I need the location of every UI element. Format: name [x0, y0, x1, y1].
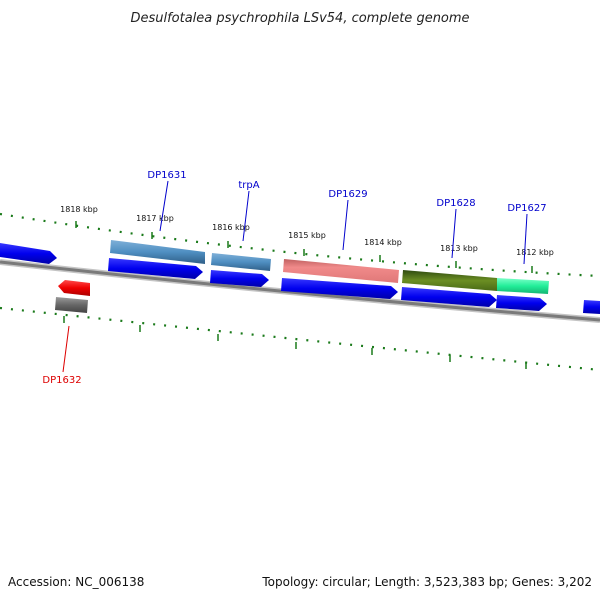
gene-dp1628[interactable] [402, 270, 497, 291]
gene-dp1627[interactable] [497, 278, 549, 294]
ruler-label-1814: 1814 kbp [364, 238, 402, 247]
cds-arrow[interactable] [210, 270, 269, 287]
label-dp1628: DP1628 [436, 198, 475, 209]
ruler-major-ticks [75, 221, 533, 273]
genome-summary-text: Topology: circular; Length: 3,523,383 bp… [261, 575, 592, 589]
cds-arrow[interactable] [108, 258, 203, 279]
label-leader-dp1632 [62, 325, 70, 373]
inner-ruler [0, 306, 600, 372]
gene-trpa[interactable] [211, 253, 271, 271]
genome-backbone [0, 260, 600, 322]
label-trpa: trpA [238, 180, 259, 191]
gene-dp1632-arrow[interactable] [58, 280, 90, 296]
ruler-label-1816: 1816 kbp [212, 223, 250, 232]
label-dp1629: DP1629 [328, 189, 367, 200]
ruler-label-1815: 1815 kbp [288, 231, 326, 240]
gene-dp1629[interactable] [283, 259, 399, 283]
map-title: Desulfotalea psychrophila LSv54, complet… [130, 11, 469, 26]
ruler-label-1813: 1813 kbp [440, 244, 478, 253]
cds-arrow[interactable] [0, 243, 57, 264]
accession-text: Accession: NC_006138 [8, 575, 144, 589]
gene-dp1631[interactable] [110, 240, 205, 264]
ruler-label-1817: 1817 kbp [136, 214, 174, 223]
ruler-label-1818: 1818 kbp [60, 205, 98, 214]
label-dp1631: DP1631 [147, 170, 186, 181]
cds-arrow[interactable] [496, 295, 547, 311]
label-dp1632: DP1632 [42, 375, 81, 386]
cds-arrow[interactable] [401, 287, 497, 307]
label-dp1627: DP1627 [507, 203, 546, 214]
gene-dp1632-block[interactable] [55, 297, 88, 313]
label-leaders [159, 180, 528, 265]
cds-arrow[interactable] [281, 278, 398, 299]
ruler-label-1812: 1812 kbp [516, 248, 554, 257]
gene-feature-track [110, 240, 549, 294]
forward-cds-track [0, 243, 600, 314]
cds-arrow[interactable] [583, 300, 600, 314]
inner-ruler-ticks [63, 316, 527, 369]
